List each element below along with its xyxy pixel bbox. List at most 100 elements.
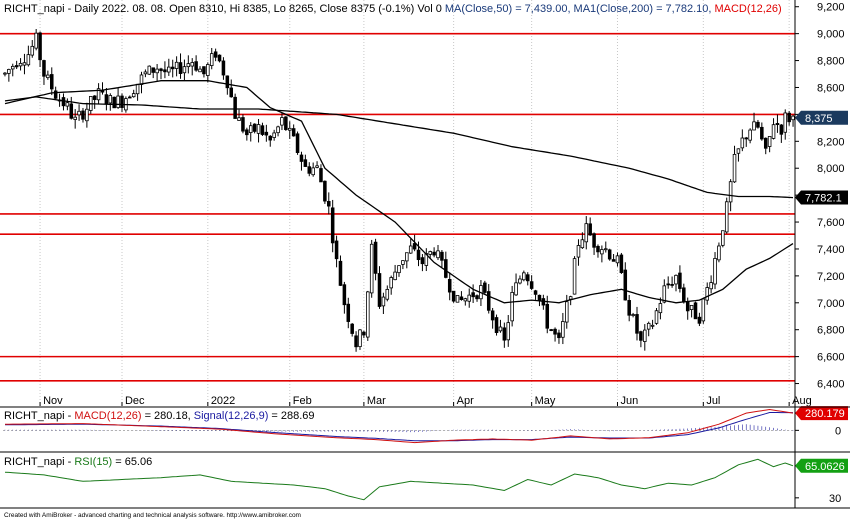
candle-body (319, 168, 323, 183)
candle-body (463, 298, 468, 302)
header-info: - Daily 2022. 08. 08. Open 8310, Hi 8385… (65, 3, 445, 15)
rsi-symbol: RICHT_napi (4, 456, 65, 468)
x-tick-label: Jul (706, 395, 720, 407)
candle-body (330, 207, 335, 244)
header-macd: MACD(12,26) (714, 3, 781, 15)
candle-body (693, 302, 698, 320)
candle-body (787, 112, 791, 123)
candle-body (771, 124, 776, 139)
candle-body (428, 251, 432, 255)
candle-body (685, 301, 690, 312)
candle-body (561, 321, 565, 338)
rsi-header: RICHT_napi - RSI(15) = 65.06 (4, 456, 152, 468)
candle-body (256, 124, 261, 134)
candle-body (486, 291, 491, 311)
candle-body (213, 51, 218, 58)
candle-body (783, 112, 788, 133)
y-tick-label: 7,200 (817, 271, 845, 283)
y-tick-label: 9,000 (817, 29, 845, 41)
candle-body (490, 310, 495, 321)
candle-body (323, 180, 327, 202)
macd-symbol: RICHT_napi (4, 410, 65, 422)
candle-body (61, 97, 66, 107)
candle-body (96, 88, 101, 101)
candle-body (447, 278, 452, 293)
candle-body (50, 74, 54, 90)
macd-value-box-shape (795, 406, 848, 421)
candle-body (752, 121, 756, 131)
candle-body (451, 290, 456, 302)
candle-body (362, 331, 366, 336)
candle-body (514, 282, 518, 296)
candle-body (537, 294, 542, 301)
candle-body (397, 265, 401, 274)
x-axis: Nov Dec 2022 Feb Mar Apr May Jun Jul Aug (39, 395, 812, 407)
candle-body (564, 301, 569, 323)
candle-body (112, 96, 116, 109)
macd-zero-tick: 0 (835, 425, 841, 437)
x-tick-label: Jun (620, 395, 638, 407)
candle-body (623, 269, 628, 301)
candle-body (525, 274, 530, 282)
candle-body (194, 61, 198, 71)
candle-body (334, 240, 339, 260)
candle-body (108, 95, 113, 104)
y-tick-label: 6,800 (817, 325, 845, 337)
candle-body (303, 159, 308, 167)
candle-body (483, 282, 487, 293)
candle-body (225, 75, 230, 89)
price-value-box-text: 8,375 (805, 113, 833, 125)
candle-body (510, 292, 514, 322)
candle-body (568, 296, 573, 300)
candle-body (287, 127, 292, 131)
candle-body (276, 126, 280, 134)
candle-body (744, 137, 748, 140)
signal-value: = 288.69 (271, 410, 314, 422)
candle-body (139, 74, 144, 85)
x-tick-label: Feb (293, 395, 312, 407)
ma50-line (4, 80, 794, 304)
candle-body (436, 250, 440, 259)
rsi-line (4, 458, 794, 501)
candle-body (674, 274, 678, 285)
x-tick-label: 2022 (211, 395, 235, 407)
candle-body (245, 129, 249, 136)
footer-credit: Created with AmiBroker - advanced charti… (4, 512, 301, 519)
candle-body (650, 324, 655, 327)
candle-body (77, 110, 81, 116)
candle-body (498, 326, 503, 332)
candle-body (369, 243, 374, 294)
candle-body (120, 95, 124, 108)
candle-body (572, 258, 577, 295)
candle-body (756, 121, 760, 128)
rsi-value-box: 65.0626 (795, 458, 848, 473)
y-tick-label: 9,200 (817, 2, 845, 14)
candle-body (100, 90, 105, 93)
candle-body (264, 131, 269, 136)
ma200-value-box-text: 7,782.1 (805, 193, 842, 205)
y-tick-label: 7,400 (817, 244, 845, 256)
rsi-value-box-shape (795, 458, 848, 473)
candle-body (689, 304, 694, 310)
candle-body (147, 65, 152, 75)
candle-body (420, 257, 425, 265)
candle-body (615, 255, 620, 264)
candle-body (600, 249, 604, 255)
candle-body (38, 32, 42, 61)
candle-body (666, 283, 670, 286)
y-tick-label: 8,600 (817, 82, 845, 94)
macd-dash: - (65, 410, 75, 422)
price-axis: 6,4006,6006,8007,0007,2007,4007,6007,800… (795, 2, 848, 391)
candle-body (14, 65, 19, 68)
candle-body (272, 132, 276, 138)
candle-body (709, 282, 713, 290)
candle-body (736, 148, 741, 154)
candle-body (697, 316, 702, 324)
candle-body (705, 287, 709, 301)
header-ma200: MA1(Close,200) = 7,782.10, (574, 3, 712, 15)
price-value-box: 8,375 (795, 110, 848, 125)
y-tick-label: 7,600 (817, 217, 845, 229)
candle-body (533, 290, 538, 295)
candle-body (346, 303, 351, 322)
candle-body (338, 260, 343, 286)
